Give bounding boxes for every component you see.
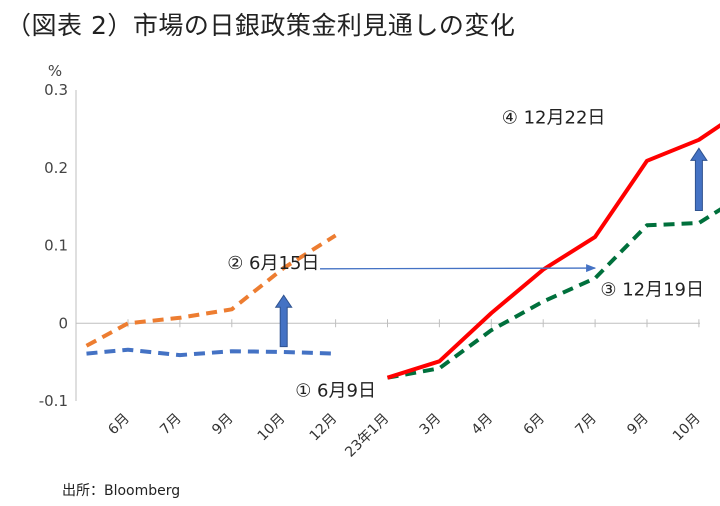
x-tick-label: 9月 [624, 411, 652, 439]
y-axis-label: % [48, 62, 62, 80]
series-line-1 [86, 347, 336, 358]
arrow-layer [274, 147, 708, 348]
series-line-2 [85, 233, 337, 348]
chart-title: （図表 2）市場の日銀政策金利見通しの変化 [6, 11, 516, 40]
x-tick-label: 6月 [521, 411, 549, 439]
shift-arrow [320, 264, 597, 273]
x-tick-label: 12月 [307, 411, 341, 445]
y-tick-label: 0 [58, 314, 68, 332]
source-note: 出所：Bloomberg [62, 483, 181, 499]
up-arrow-jun [274, 294, 293, 348]
series-line-4 [386, 123, 720, 380]
annotation-layer: ① 6月9日 ② 6月15日 ③ 12月19日 ④ 12月22日 [227, 107, 704, 401]
y-tick-label: 0.3 [44, 81, 68, 99]
series-label-1: ① 6月9日 [295, 380, 376, 401]
x-tick-label: 23年1月 [342, 411, 392, 461]
up-arrow-shape [274, 294, 293, 348]
x-tick-label: 4月 [469, 411, 497, 439]
series-layer [85, 123, 720, 380]
series-label-4: ④ 12月22日 [502, 107, 606, 128]
series-label-2: ② 6月15日 [227, 253, 319, 274]
up-arrow-shape [689, 147, 708, 212]
x-tick-label: 7月 [572, 411, 600, 439]
x-tick-label: 10月 [255, 411, 289, 445]
y-tick-label: -0.1 [39, 392, 68, 410]
x-tick-label: 10月 [670, 411, 704, 445]
x-tick-label: 9月 [209, 411, 237, 439]
x-tick-label: 3月 [417, 411, 445, 439]
y-tick-label: 0.1 [44, 237, 68, 255]
series-label-3: ③ 12月19日 [600, 279, 704, 300]
x-tick-label: 6月 [105, 411, 133, 439]
up-arrow-dec [689, 147, 708, 212]
y-tick-label: 0.2 [44, 159, 68, 177]
x-tick-label: 7月 [157, 411, 185, 439]
series-line-3 [387, 207, 720, 380]
